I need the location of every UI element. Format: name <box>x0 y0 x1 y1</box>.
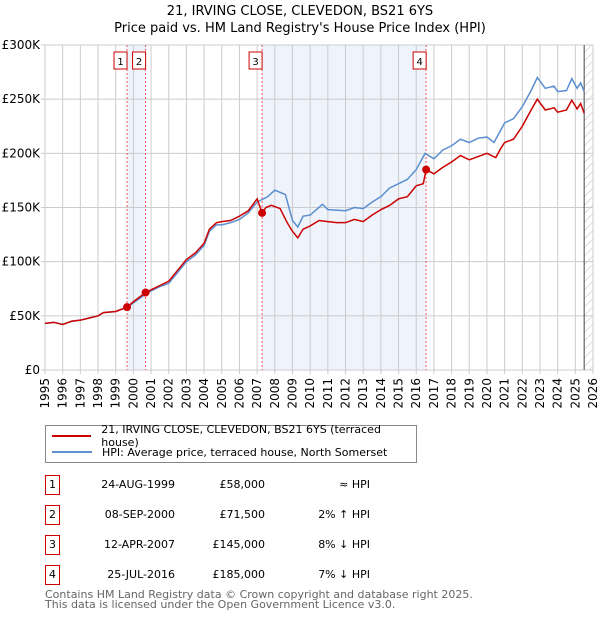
x-tick-label: 2009 <box>285 378 299 409</box>
x-tick-label: 2004 <box>197 378 211 409</box>
x-tick-label: 2021 <box>498 378 512 409</box>
x-tick-label: 1998 <box>91 378 105 409</box>
row-price: £71,500 <box>219 508 266 521</box>
legend: 21, IRVING CLOSE, CLEVEDON, BS21 6YS (te… <box>45 423 417 463</box>
row-number: 3 <box>45 535 60 555</box>
x-tick-label: 1997 <box>73 378 87 409</box>
row-hpi: 7% ↓ HPI <box>318 568 370 581</box>
row-number: 1 <box>45 475 60 495</box>
transaction-point <box>422 165 431 174</box>
x-tick-label: 2024 <box>551 378 565 409</box>
chart-subtitle: Price paid vs. HM Land Registry's House … <box>114 21 486 36</box>
x-tick-label: 2023 <box>533 378 547 409</box>
x-tick-label: 2016 <box>409 378 423 409</box>
x-tick-label: 2022 <box>515 378 529 409</box>
row-hpi: 2% ↑ HPI <box>318 508 370 521</box>
price-chart: 1995 1996 1997 1998 1999 2000 2001 2002 2003 2004… <box>2 38 600 409</box>
footer-line1: Contains HM Land Registry data © Crown c… <box>45 588 473 601</box>
transaction-marker-label: 3 <box>252 57 258 68</box>
x-tick-label: 2025 <box>568 378 582 409</box>
x-tick-label: 2010 <box>303 378 317 409</box>
row-price: £58,000 <box>219 478 266 491</box>
row-number: 2 <box>45 505 60 525</box>
x-tick-label: 1996 <box>56 378 70 409</box>
transaction-marker-box <box>132 51 147 70</box>
row-date: 24-AUG-1999 <box>101 478 175 491</box>
y-tick-label: £150K <box>2 201 42 215</box>
transaction-marker-label: 4 <box>416 57 422 68</box>
y-tick-label: £250K <box>2 92 42 106</box>
row-price: £185,000 <box>212 568 266 581</box>
y-tick-label: £200K <box>2 146 42 160</box>
y-tick-label: £50K <box>9 309 41 323</box>
legend-hpi: HPI: Average price, terraced house, Nort… <box>102 445 388 459</box>
x-tick-label: 2020 <box>480 378 494 409</box>
transaction-marker-box <box>412 51 427 70</box>
row-price: £145,000 <box>212 538 266 551</box>
x-tick-label: 2017 <box>427 378 441 409</box>
transaction-marker-box <box>113 51 128 70</box>
transaction-marker-label: 1 <box>117 57 123 68</box>
row-date: 08-SEP-2000 <box>104 508 175 521</box>
x-tick-label: 2000 <box>126 378 140 409</box>
x-tick-label: 2005 <box>215 378 229 409</box>
x-tick-label: 2012 <box>339 378 353 409</box>
row-date: 12-APR-2007 <box>103 538 175 551</box>
table-row: 4 25-JUL-2016 £185,000 7% ↓ HPI <box>45 565 445 585</box>
footer-line2: This data is licensed under the Open Gov… <box>45 598 396 611</box>
legend-red-swatch <box>52 435 92 437</box>
x-tick-label: 2007 <box>250 378 264 409</box>
y-tick-label: £0 <box>25 363 40 377</box>
x-tick-label: 2003 <box>179 378 193 409</box>
row-hpi: ≈ HPI <box>339 478 370 491</box>
legend-blue-swatch <box>52 451 92 453</box>
x-tick-label: 1995 <box>38 378 52 409</box>
x-tick-label: 2002 <box>162 378 176 409</box>
transaction-point <box>123 303 132 312</box>
price-line <box>44 97 585 326</box>
transaction-point <box>258 208 267 217</box>
x-tick-label: 2026 <box>586 378 600 409</box>
table-row: 1 24-AUG-1999 £58,000 ≈ HPI <box>45 475 445 495</box>
table-row: 3 12-APR-2007 £145,000 8% ↓ HPI <box>45 535 445 555</box>
y-tick-label: £300K <box>2 38 42 52</box>
x-tick-label: 2011 <box>321 378 335 409</box>
x-tick-label: 2019 <box>462 378 476 409</box>
x-tick-label: 2015 <box>392 378 406 409</box>
x-tick-label: 1999 <box>109 378 123 409</box>
row-date: 25-JUL-2016 <box>107 568 175 581</box>
chart-title: 21, IRVING CLOSE, CLEVEDON, BS21 6YS <box>166 4 434 19</box>
footer: Contains HM Land Registry data © Crown c… <box>45 588 473 611</box>
transaction-point <box>141 288 150 297</box>
x-tick-label: 2001 <box>144 378 158 409</box>
legend-property: 21, IRVING CLOSE, CLEVEDON, BS21 6YS (te… <box>101 423 381 449</box>
x-tick-label: 2008 <box>268 378 282 409</box>
row-hpi: 8% ↓ HPI <box>318 538 370 551</box>
x-tick-label: 2018 <box>445 378 459 409</box>
x-tick-label: 2006 <box>232 378 246 409</box>
y-tick-label: £100K <box>2 255 42 269</box>
x-tick-label: 2013 <box>356 378 370 409</box>
row-number: 4 <box>45 565 60 585</box>
transaction-marker-box <box>248 51 263 70</box>
transaction-marker-label: 2 <box>136 57 142 68</box>
table-row: 2 08-SEP-2000 £71,500 2% ↑ HPI <box>45 505 445 525</box>
x-tick-label: 2014 <box>374 378 388 409</box>
